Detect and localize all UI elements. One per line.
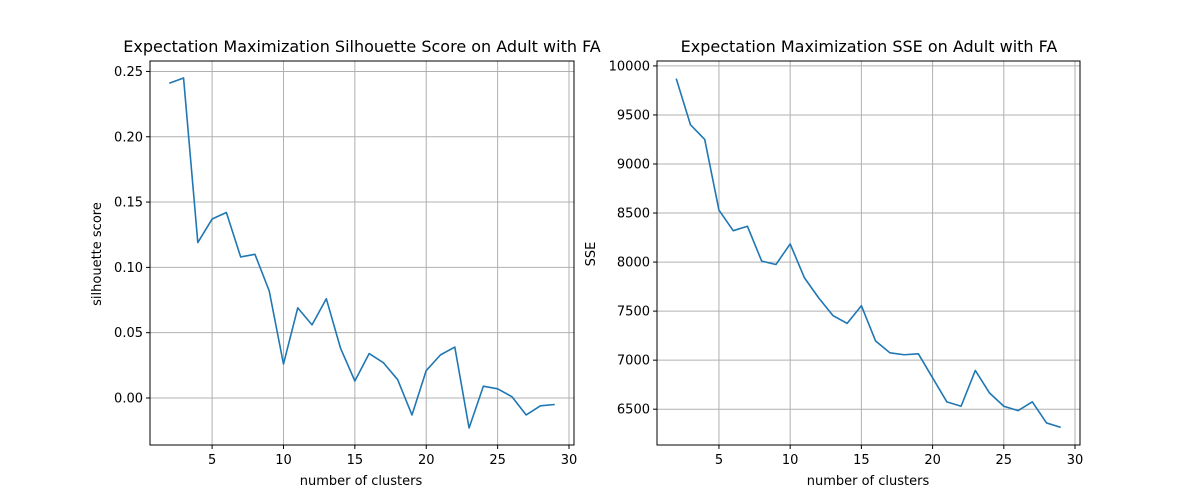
y-axis-label: SSE xyxy=(584,242,599,267)
x-tick-label: 30 xyxy=(1067,453,1084,468)
x-tick-label: 15 xyxy=(853,453,870,468)
y-tick-label: 9500 xyxy=(617,108,650,123)
y-tick-label: 10000 xyxy=(609,59,650,74)
y-tick-label: 0.15 xyxy=(114,196,143,211)
y-tick-label: 0.10 xyxy=(114,261,143,276)
y-tick-label: 7000 xyxy=(617,354,650,369)
y-tick-label: 0.25 xyxy=(114,65,143,80)
series-line xyxy=(675,78,1062,429)
y-tick-label: 8000 xyxy=(617,256,650,271)
x-tick-label: 10 xyxy=(275,453,292,468)
x-axis-label: number of clusters xyxy=(300,474,423,489)
silhouette-score-panel: Expectation Maximization Silhouette Scor… xyxy=(90,37,601,489)
x-axis-label: number of clusters xyxy=(807,474,930,489)
y-tick-label: 6500 xyxy=(617,403,650,418)
plot-frame xyxy=(656,60,1081,446)
x-tick-label: 15 xyxy=(347,453,364,468)
sse-panel: Expectation Maximization SSE on Adult wi… xyxy=(584,37,1083,489)
series-line xyxy=(168,77,555,429)
x-tick-label: 20 xyxy=(924,453,941,468)
x-tick-label: 30 xyxy=(561,453,578,468)
y-tick-label: 9000 xyxy=(617,157,650,172)
x-tick-label: 5 xyxy=(208,453,216,468)
x-tick-label: 20 xyxy=(418,453,435,468)
x-tick-label: 25 xyxy=(996,453,1013,468)
plot-frame xyxy=(149,60,575,446)
y-tick-label: 0.00 xyxy=(114,391,143,406)
x-tick-label: 5 xyxy=(715,453,723,468)
chart-title: Expectation Maximization SSE on Adult wi… xyxy=(681,37,1058,56)
y-tick-label: 7500 xyxy=(617,305,650,320)
y-tick-label: 8500 xyxy=(617,207,650,222)
y-axis-label: silhouette score xyxy=(90,202,105,306)
chart-title: Expectation Maximization Silhouette Scor… xyxy=(123,37,601,56)
x-tick-label: 25 xyxy=(489,453,506,468)
y-tick-label: 0.20 xyxy=(114,130,143,145)
y-tick-label: 0.05 xyxy=(114,326,143,341)
x-tick-label: 10 xyxy=(782,453,799,468)
